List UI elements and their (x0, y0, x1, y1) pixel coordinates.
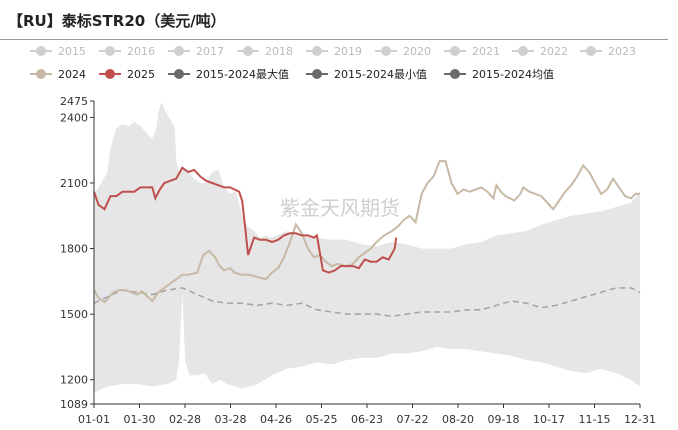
x-tick-label: 08-20 (442, 413, 474, 426)
legend-marker-dot (450, 46, 460, 56)
legend-marker-dot (105, 69, 115, 79)
legend-item-2022: 2022 (512, 45, 568, 58)
legend-marker-dot (174, 69, 184, 79)
legend-item-2021: 2021 (444, 45, 500, 58)
legend-marker-dot (450, 69, 460, 79)
legend-label: 2015-2024均值 (472, 68, 554, 81)
x-tick-label: 01-01 (78, 413, 110, 426)
watermark: 紫金天风期货 (280, 196, 400, 220)
legend-marker-dot (243, 46, 253, 56)
legend-item-2018: 2018 (237, 45, 293, 58)
series-line-2024 (93, 160, 640, 304)
x-tick-label: 05-25 (306, 413, 338, 426)
legend-item-2: 2015-2024最大值 (168, 67, 289, 81)
x-tick-label: 06-23 (351, 413, 383, 426)
x-tick-label: 10-17 (533, 413, 565, 426)
chart-title: 【RU】泰标STR20（美元/吨） (8, 12, 226, 30)
legend-item-2017: 2017 (168, 45, 224, 58)
legend-label: 2019 (334, 45, 362, 58)
legend-item-0: 2024 (30, 68, 86, 81)
legend-marker-dot (36, 46, 46, 56)
legend-item-2020: 2020 (375, 45, 431, 58)
legend-marker-dot (36, 69, 46, 79)
legend-item-3: 2015-2024最小值 (306, 68, 427, 81)
series-line-average (93, 287, 641, 318)
legend-label: 2018 (265, 45, 293, 58)
legend-item-4: 2015-2024均值 (444, 68, 554, 81)
axes: 1089 1200 1500 1800 2100 2400 2475 01-01 01-30 02… (60, 95, 656, 426)
legend-label: 2020 (403, 45, 431, 58)
legend-label: 2024 (58, 68, 86, 81)
max-min-band (94, 102, 640, 393)
legend-item-2016: 2016 (99, 45, 155, 58)
legend-marker-dot (105, 46, 115, 56)
legend-label: 2017 (196, 45, 224, 58)
x-tick-label: 03-28 (215, 413, 247, 426)
legend: 2015 2016 2017 2018 2019 2020 2021 2022 2023 2024… (30, 45, 636, 81)
y-tick-label: 2400 (60, 111, 88, 124)
y-tick-label: 1089 (60, 398, 88, 411)
legend-item-1: 2025 (99, 68, 155, 81)
legend-label: 2025 (127, 68, 155, 81)
legend-marker-dot (381, 46, 391, 56)
y-tick-label: 2100 (60, 177, 88, 190)
legend-marker-dot (586, 46, 596, 56)
x-tick-label: 09-18 (488, 413, 520, 426)
legend-label: 2015-2024最小值 (334, 68, 427, 81)
x-tick-label: 11-15 (579, 413, 611, 426)
legend-label: 2016 (127, 45, 155, 58)
legend-marker-dot (518, 46, 528, 56)
y-tick-label: 1800 (60, 243, 88, 256)
legend-label: 2015 (58, 45, 86, 58)
x-tick-label: 01-30 (124, 413, 156, 426)
y-tick-label: 1200 (60, 374, 88, 387)
x-tick-label: 04-26 (260, 413, 292, 426)
legend-label: 2021 (472, 45, 500, 58)
series-lines (93, 160, 641, 318)
legend-item-2019: 2019 (306, 45, 362, 58)
legend-marker-dot (174, 46, 184, 56)
series-line-2025 (93, 166, 398, 274)
y-tick-label: 1500 (60, 308, 88, 321)
legend-label: 2022 (540, 45, 568, 58)
x-tick-label: 12-31 (624, 413, 656, 426)
x-tick-label: 07-22 (397, 413, 429, 426)
x-tick-label: 02-28 (169, 413, 201, 426)
legend-marker-dot (312, 46, 322, 56)
legend-item-2015: 2015 (30, 45, 86, 58)
max-min-area (94, 102, 640, 393)
y-tick-label: 2475 (60, 95, 88, 108)
legend-item-2023: 2023 (580, 45, 636, 58)
legend-label: 2023 (608, 45, 636, 58)
legend-marker-dot (312, 69, 322, 79)
legend-label: 2015-2024最大值 (196, 67, 289, 81)
title-divider (0, 39, 668, 40)
